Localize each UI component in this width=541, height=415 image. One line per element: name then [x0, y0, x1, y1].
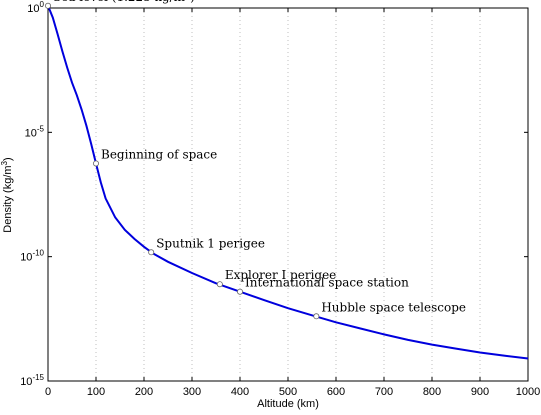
density-curve — [47, 5, 529, 360]
y-tick-exp: 0 — [40, 0, 45, 9]
annotation-marker — [313, 313, 320, 320]
annotation-text: Explorer I perigee — [225, 268, 336, 282]
x-tick-label: 600 — [327, 386, 345, 398]
plot-frame — [47, 7, 529, 382]
x-tick-label: 900 — [471, 386, 489, 398]
y-tick-exp: -5 — [37, 124, 45, 133]
x-tick-label: 800 — [423, 386, 441, 398]
y-tick-exp: -10 — [32, 249, 44, 258]
annotation-marker — [45, 2, 52, 9]
x-tick-label: 200 — [135, 386, 153, 398]
annotations: Sea level (1.225 kg/m3) Beginning of spac… — [45, 0, 466, 320]
y-tick-label: 100 — [27, 0, 44, 15]
annotation-marker — [216, 281, 223, 288]
annotation-label: International space station — [245, 276, 409, 290]
x-tick-labels: 0 100 200 300 400 500 600 700 800 900 1000 — [45, 386, 540, 398]
grid-lines — [95, 8, 481, 381]
x-tick-label: 100 — [87, 386, 105, 398]
y-tick-base: 10 — [20, 252, 32, 264]
annotation-label: Sea level (1.225 kg/m3) — [53, 0, 195, 4]
y-tick-exp: -15 — [32, 373, 44, 382]
annotation-marker — [236, 288, 243, 295]
annotation-text: Hubble space telescope — [321, 300, 466, 314]
x-tick-label: 0 — [45, 386, 51, 398]
annotation-marker — [93, 160, 100, 167]
y-tick-label: 10-15 — [20, 373, 44, 388]
y-tick-base: 10 — [27, 3, 39, 15]
annotation-label: Sputnik 1 perigee — [156, 236, 265, 250]
annotation-text: Sputnik 1 perigee — [156, 236, 265, 250]
annotation-text: International space station — [245, 276, 409, 290]
y-axis-label: Density (kg/m3) — [0, 157, 14, 232]
axis-ticks — [47, 7, 529, 382]
x-tick-label: 1000 — [516, 386, 540, 398]
annotation-label: Explorer I perigee — [225, 268, 336, 282]
y-tick-base: 10 — [20, 376, 32, 388]
annotation-tail: ) — [190, 0, 195, 4]
y-tick-label: 10-5 — [25, 124, 45, 139]
x-tick-label: 700 — [375, 386, 393, 398]
annotation-label: Beginning of space — [101, 147, 217, 161]
annotation-label: Hubble space telescope — [321, 300, 466, 314]
y-axis-label-exp: 3 — [0, 160, 9, 165]
annotation-text: Beginning of space — [101, 147, 217, 161]
x-tick-label: 500 — [279, 386, 297, 398]
y-axis-label-tail: ) — [2, 157, 14, 161]
y-axis-label-base: Density (kg/m — [2, 165, 14, 232]
annotation-text: Sea level (1.225 kg/m — [53, 0, 186, 4]
annotation-marker — [148, 249, 155, 256]
y-tick-label: 10-10 — [20, 249, 44, 264]
x-tick-label: 300 — [183, 386, 201, 398]
x-tick-label: 400 — [231, 386, 249, 398]
y-tick-base: 10 — [25, 127, 37, 139]
x-axis-label: Altitude (km) — [257, 398, 319, 410]
